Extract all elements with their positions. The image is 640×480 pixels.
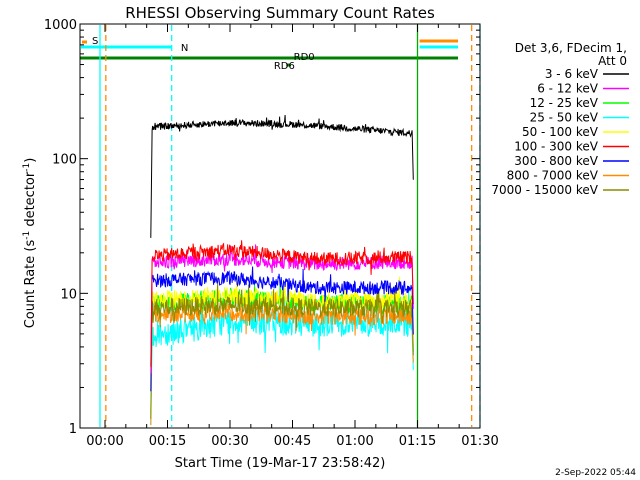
series-line xyxy=(150,266,414,392)
x-tick-label: 00:00 xyxy=(86,434,123,449)
series-line xyxy=(150,278,414,419)
x-axis-label: Start Time (19-Mar-17 23:58:42) xyxy=(175,456,386,471)
legend-label: 12 - 25 keV xyxy=(530,96,599,110)
legend-header-line1: Det 3,6, FDecim 1, xyxy=(515,41,627,55)
y-tick-label: 1000 xyxy=(44,18,77,33)
x-tick-label: 00:45 xyxy=(274,434,311,449)
legend-label: 7000 - 15000 keV xyxy=(491,183,598,197)
legend-header-line2: Att 0 xyxy=(598,54,627,68)
legend-label: 25 - 50 keV xyxy=(530,111,599,125)
legend-label: 3 - 6 keV xyxy=(545,67,599,81)
series-lines xyxy=(150,114,414,426)
y-tick-label: 100 xyxy=(52,153,77,168)
y-tick-label: 10 xyxy=(60,287,77,302)
legend-label: 800 - 7000 keV xyxy=(507,169,599,183)
y-axis-label: Count Rate (s-1 detector-1) xyxy=(22,158,38,329)
footer-date: 2-Sep-2022 05:44 xyxy=(555,468,636,478)
legend-label: 300 - 800 keV xyxy=(514,154,598,168)
axes xyxy=(79,23,481,429)
legend-label: 50 - 100 keV xyxy=(522,125,599,139)
series-line xyxy=(150,114,414,238)
plot-frame xyxy=(79,23,481,429)
x-tick-label: 00:15 xyxy=(149,434,186,449)
flag-label-s: S xyxy=(92,36,98,47)
x-tick-label: 01:15 xyxy=(399,434,436,449)
legend-label: 100 - 300 keV xyxy=(514,140,598,154)
flag-label-rd6: RD6 xyxy=(274,61,295,72)
y-tick-label: 1 xyxy=(69,422,77,437)
flag-label-rd0: RD0 xyxy=(294,52,315,63)
x-tick-label: 00:30 xyxy=(211,434,248,449)
x-tick-label: 01:00 xyxy=(336,434,373,449)
chart-title: RHESSI Observing Summary Count Rates xyxy=(125,4,435,22)
series-line xyxy=(150,244,414,374)
flag-label-n: N xyxy=(181,43,188,54)
x-tick-label: 01:30 xyxy=(461,434,498,449)
legend-label: 6 - 12 keV xyxy=(537,82,599,96)
tick-labels: 1 10 100 1000 00:00 00:15 00:30 00:45 01:00 01:15… xyxy=(44,18,499,449)
series-line xyxy=(150,240,414,367)
